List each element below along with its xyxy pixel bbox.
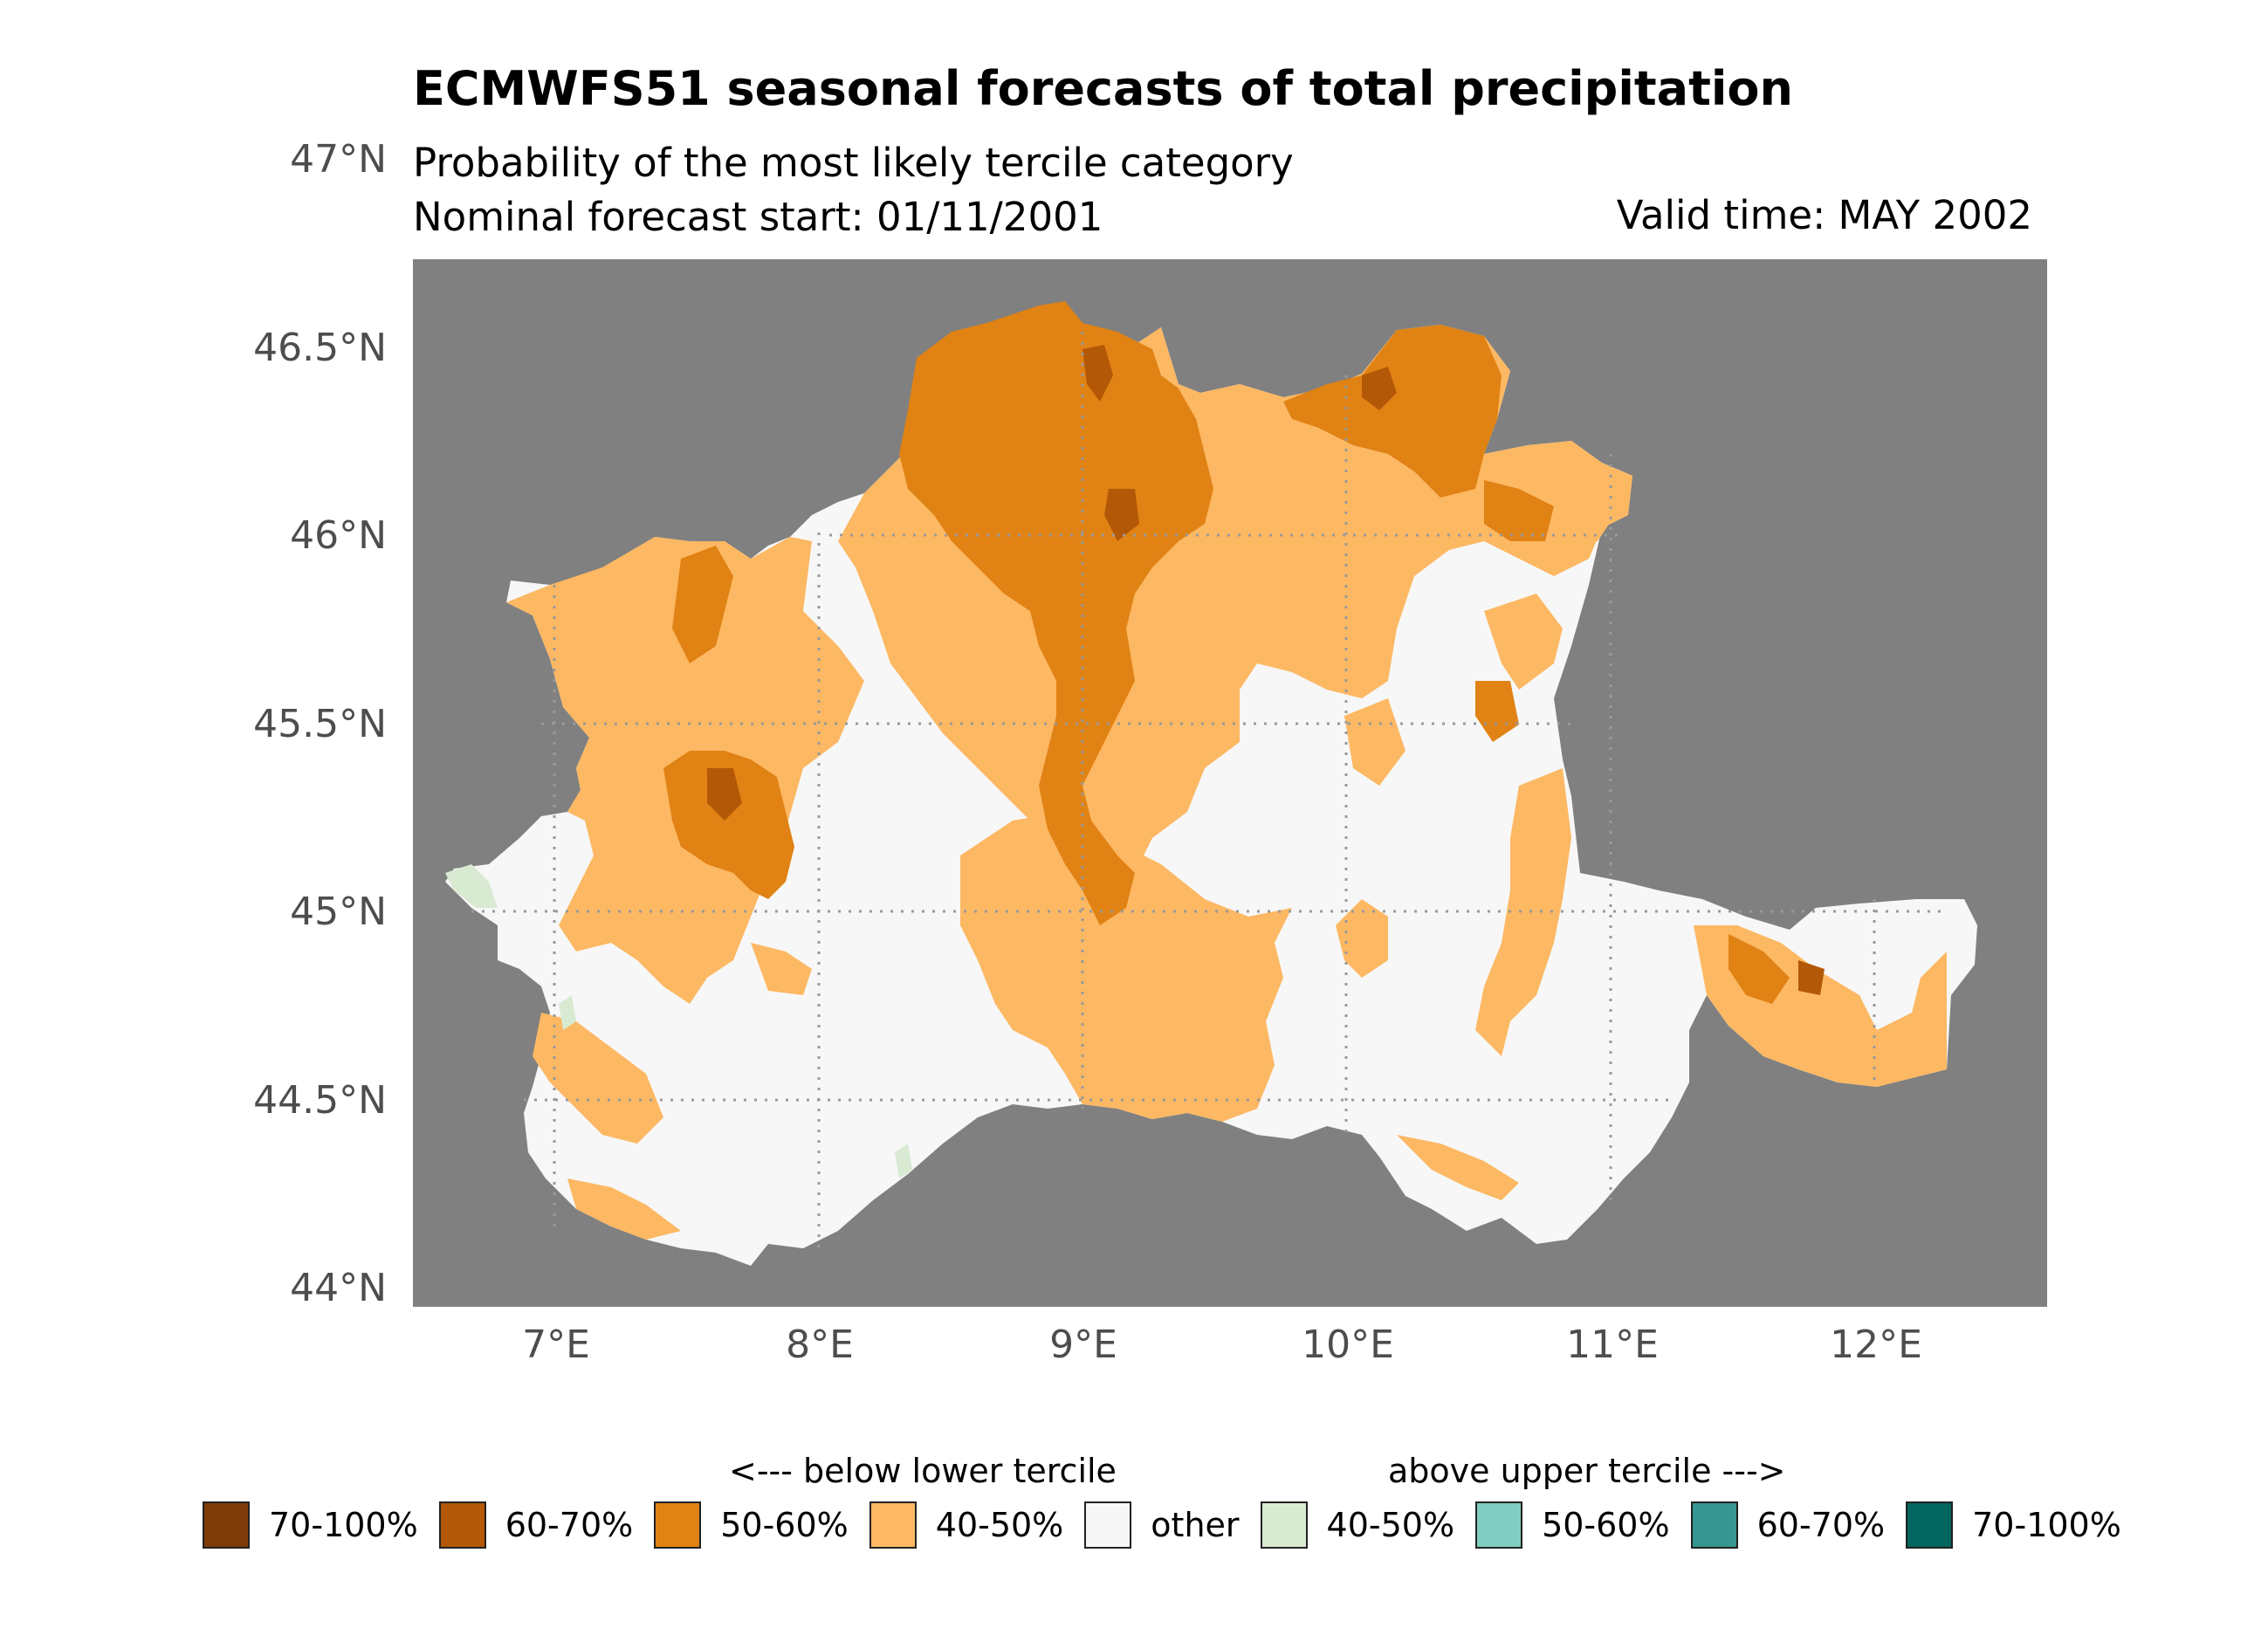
legend: 70-100% 60-70% 50-60% 40-50% other 40-50… [203,1501,2142,1549]
graticule [471,332,1947,1248]
map-subtitle: Probability of the most likely tercile c… [413,140,1294,186]
legend-swatch [1906,1501,1954,1549]
lat-label-46: 46°N [290,513,387,558]
legend-label: 60-70% [505,1506,634,1544]
legend-item: 70-100% [203,1501,418,1549]
lon-label-12: 12°E [1830,1323,1922,1367]
lon-label-11: 11°E [1566,1323,1659,1367]
legend-label: 70-100% [1972,1506,2121,1544]
legend-item: 50-60% [654,1501,849,1549]
lon-label-8: 8°E [786,1323,854,1367]
legend-swatch [869,1501,917,1549]
lon-label-10: 10°E [1302,1323,1394,1367]
forecast-start: Nominal forecast start: 01/11/2001 [413,194,1103,240]
legend-above-label: above upper tercile ---> [1388,1452,1786,1490]
legend-label: 40-50% [935,1506,1064,1544]
legend-below-label: <--- below lower tercile [729,1452,1117,1490]
legend-label: 50-60% [720,1506,849,1544]
legend-swatch [654,1501,702,1549]
legend-item: 50-60% [1475,1501,1670,1549]
legend-swatch [1690,1501,1738,1549]
legend-swatch [1260,1501,1308,1549]
legend-label: 70-100% [269,1506,418,1544]
map-title: ECMWFS51 seasonal forecasts of total pre… [413,61,1793,116]
legend-swatch [438,1501,486,1549]
lat-label-45: 45°N [290,890,387,934]
legend-item: 60-70% [1690,1501,1886,1549]
legend-item: 60-70% [438,1501,634,1549]
legend-label: 50-60% [1542,1506,1670,1544]
lat-label-45-5: 45.5°N [253,702,387,746]
legend-swatch [203,1501,250,1549]
lat-label-47: 47°N [290,137,387,182]
legend-item: other [1084,1501,1240,1549]
lat-label-44: 44°N [290,1266,387,1310]
legend-item: 40-50% [869,1501,1064,1549]
lat-label-44-5: 44.5°N [253,1078,387,1123]
legend-label: 40-50% [1326,1506,1455,1544]
prob-50-60-below [663,301,1790,1004]
legend-item: 40-50% [1260,1501,1455,1549]
lon-label-7: 7°E [522,1323,590,1367]
prob-40-50-above [445,864,912,1178]
prob-60-70-below [707,345,1825,995]
region-outline [445,325,1977,1266]
valid-time: Valid time: MAY 2002 [1616,192,2032,238]
legend-swatch [1475,1501,1523,1549]
legend-swatch [1084,1501,1132,1549]
lat-label-46-5: 46.5°N [253,326,387,370]
legend-label: 60-70% [1756,1506,1886,1544]
legend-item: 70-100% [1906,1501,2121,1549]
lon-label-9: 9°E [1049,1323,1117,1367]
legend-label: other [1151,1506,1240,1544]
